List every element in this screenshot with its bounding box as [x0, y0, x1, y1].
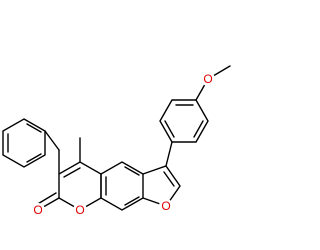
double-bond [164, 120, 175, 138]
carbonyl-bond [35, 192, 57, 206]
double-bond [124, 196, 140, 206]
atom-label: O [75, 203, 84, 217]
benzene-ring [100, 161, 144, 211]
label-background [201, 72, 215, 86]
double-bond [26, 153, 42, 163]
double-bond [163, 171, 175, 187]
bond [44, 130, 60, 151]
label-background [73, 203, 87, 217]
bond [165, 141, 173, 167]
structure-diagram: O O O O [2, 65, 231, 217]
methoxyphenyl-ring [159, 99, 209, 143]
atom-label: O [33, 203, 42, 217]
furan-ring [142, 165, 181, 207]
double-bond [63, 167, 81, 178]
double-bond [124, 166, 140, 176]
label-background [159, 199, 173, 213]
double-bond [26, 123, 42, 133]
atom-label: O [161, 199, 170, 213]
double-bond [193, 120, 204, 138]
label-background [31, 203, 45, 217]
page: O O O O (() => { const data = JSON.parse… [2, 65, 231, 217]
benzyl-ring [2, 118, 46, 168]
bonds [2, 65, 231, 211]
atom-labels: O O O O [31, 72, 215, 217]
atom-label: O [203, 72, 212, 86]
